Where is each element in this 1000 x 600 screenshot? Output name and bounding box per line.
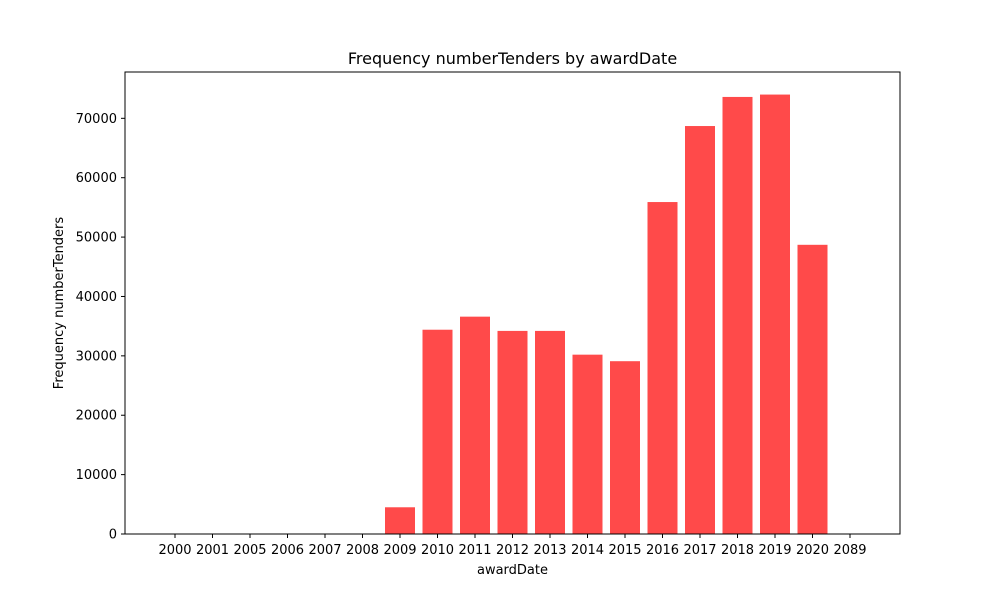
bar-2013 <box>535 330 565 534</box>
x-tick-label: 2020 <box>796 543 829 558</box>
x-tick-label: 2008 <box>346 543 379 558</box>
x-tick-label: 2006 <box>271 543 304 558</box>
y-tick-label: 30000 <box>76 349 117 364</box>
y-tick-label: 60000 <box>76 171 117 186</box>
y-tick-label: 10000 <box>76 468 117 483</box>
y-tick-label: 40000 <box>76 290 117 305</box>
x-tick-label: 2001 <box>196 543 229 558</box>
plot-frame <box>124 71 901 535</box>
bar-2009 <box>385 507 415 534</box>
x-tick-label: 2016 <box>646 543 679 558</box>
y-axis-ticks: 0 10000 20000 30000 40000 50000 60000 70000 <box>76 112 125 543</box>
bar-2016 <box>647 202 678 535</box>
bars-group <box>160 94 865 535</box>
bar-2010 <box>422 329 453 534</box>
x-tick-label: 2018 <box>721 543 754 558</box>
x-axis-label: awardDate <box>477 563 548 578</box>
bar-2012 <box>497 330 528 534</box>
x-tick-label: 2019 <box>758 543 791 558</box>
chart-title: Frequency numberTenders by awardDate <box>348 49 677 68</box>
x-tick-label: 2009 <box>383 543 416 558</box>
bar-2019 <box>760 94 790 534</box>
x-axis-ticks: 2000 2001 2005 2006 2007 2008 2009 2010 2011 2012… <box>158 534 867 558</box>
bar-2020 <box>797 244 828 534</box>
bar-2017 <box>685 126 715 534</box>
y-axis-label: Frequency numberTenders <box>52 217 67 390</box>
bar-2015 <box>610 361 640 534</box>
y-tick-label: 70000 <box>76 112 117 127</box>
x-tick-label: 2000 <box>158 543 191 558</box>
y-tick-label: 50000 <box>76 231 117 246</box>
x-tick-label: 2005 <box>233 543 266 558</box>
x-tick-label: 2017 <box>683 543 716 558</box>
bar-2018 <box>722 96 753 535</box>
x-tick-label: 2007 <box>308 543 341 558</box>
x-tick-label: 2011 <box>458 543 491 558</box>
x-tick-label: 2012 <box>496 543 529 558</box>
bar-2014 <box>572 354 603 534</box>
x-tick-label: 2013 <box>533 543 566 558</box>
x-tick-label: 2015 <box>608 543 641 558</box>
y-tick-label: 0 <box>109 528 117 543</box>
bar-2011 <box>460 316 490 534</box>
y-tick-label: 20000 <box>76 409 117 424</box>
x-tick-label: 2089 <box>833 543 866 558</box>
x-tick-label: 2010 <box>421 543 454 558</box>
x-tick-label: 2014 <box>571 543 604 558</box>
